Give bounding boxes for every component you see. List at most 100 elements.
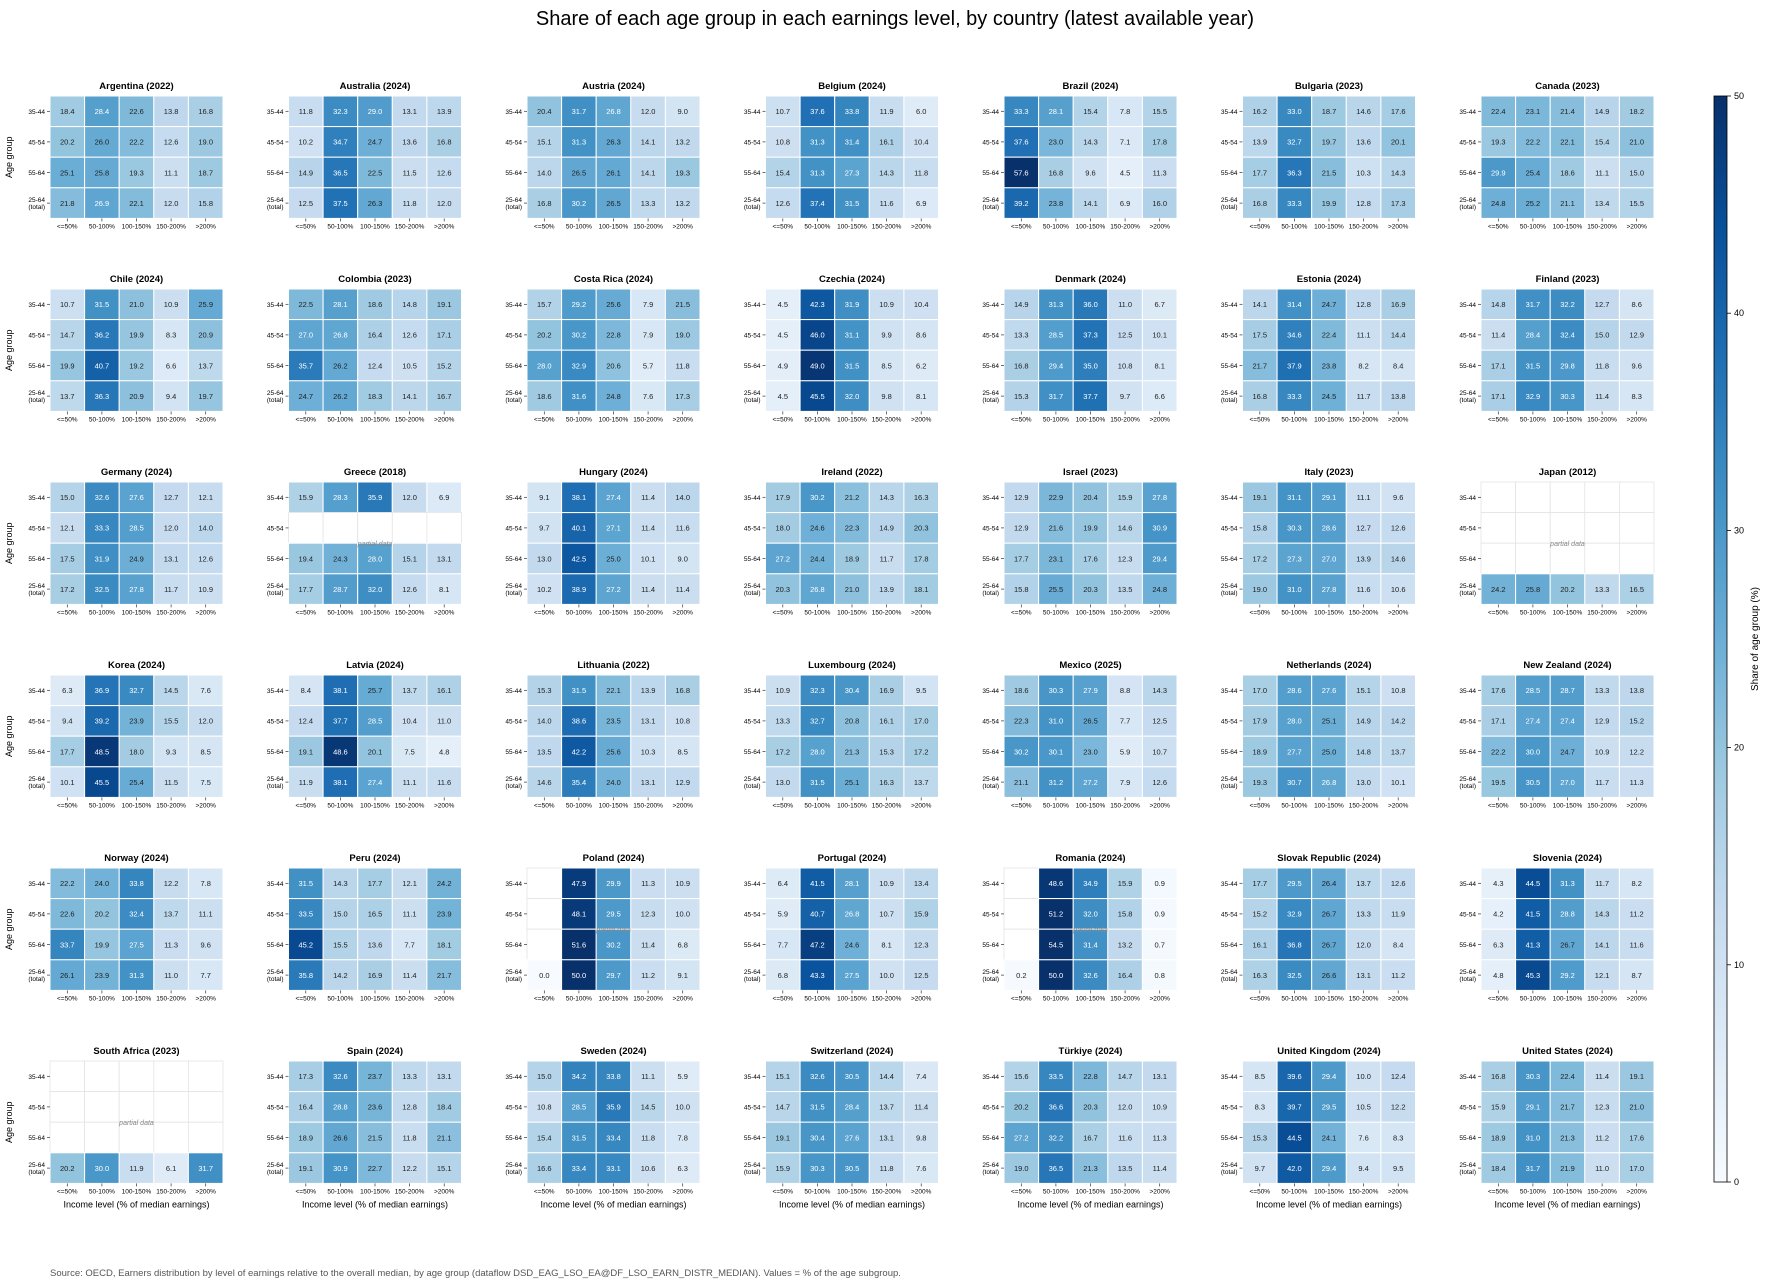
x-tick-label: 150-200% [156, 416, 186, 423]
cell-value-label: 23.8 [1049, 199, 1064, 208]
cell-value-label: 10.9 [198, 585, 213, 594]
heatmap-cell [526, 1121, 563, 1154]
x-axis-label: Income level (% of median earnings) [1256, 1199, 1402, 1209]
y-tick-label: 35-44 [1459, 109, 1476, 116]
heatmap-cell [1618, 898, 1655, 930]
panel-title-spain: Spain (2024) [347, 1046, 403, 1057]
heatmap-cell [664, 1121, 701, 1154]
heatmap-cell [288, 349, 324, 382]
cell-value-label: 21.8 [60, 199, 75, 208]
heatmap-cell [1380, 1060, 1417, 1093]
heatmap-cell-empty [153, 1121, 189, 1154]
cell-value-label: 23.0 [1049, 138, 1064, 147]
y-tick-label: 25-64 [505, 197, 522, 204]
heatmap-cell [903, 95, 940, 128]
cell-value-label: 26.2 [333, 361, 348, 370]
cell-value-label: 36.2 [95, 331, 110, 340]
cell-value-label: 12.9 [1014, 524, 1029, 533]
cell-value-label: 24.5 [1322, 392, 1337, 401]
x-axis-label: Income level (% of median earnings) [1494, 1199, 1640, 1209]
heatmap-cell-empty [526, 898, 562, 930]
heatmap-cell [868, 1060, 905, 1093]
cell-value-label: 13.9 [437, 107, 452, 116]
heatmap-cell [1618, 959, 1655, 991]
cell-value-label: 7.6 [1358, 1133, 1368, 1142]
x-tick-label: 150-200% [1587, 995, 1617, 1002]
cell-value-label: 22.4 [1322, 331, 1337, 340]
cell-value-label: 15.9 [1118, 879, 1133, 888]
y-tick-label: 35-44 [267, 109, 284, 116]
cell-value-label: 16.8 [198, 107, 213, 116]
cell-value-label: 11.1 [1595, 168, 1609, 177]
heatmap-cell [1141, 288, 1178, 321]
cell-value-label: 27.3 [1287, 554, 1302, 563]
partial-data-note: partial data [595, 927, 631, 934]
cell-value-label: 22.6 [60, 910, 75, 919]
cell-value-label: 34.2 [572, 1072, 587, 1081]
heatmap-cell [1618, 1121, 1655, 1154]
cell-value-label: 15.7 [537, 300, 552, 309]
heatmap-cell [1141, 1091, 1178, 1123]
x-tick-label: 150-200% [633, 416, 663, 423]
cell-value-label: 30.3 [1526, 1072, 1541, 1081]
heatmap-cell [1311, 349, 1347, 382]
cell-value-label: 16.9 [879, 686, 894, 695]
cell-value-label: 14.2 [1391, 717, 1406, 726]
panel-title-romania: Romania (2024) [1055, 853, 1125, 864]
heatmap-cell [1072, 126, 1109, 158]
y-tick-label: 45-54 [1221, 525, 1238, 532]
y-tick-label: 25-64 [28, 969, 45, 976]
heatmap-cell-empty [153, 1060, 189, 1093]
y-tick-label: 35-44 [505, 881, 522, 888]
cell-value-label: 12.3 [1595, 1103, 1610, 1112]
heatmap-cell [561, 959, 597, 991]
cell-value-label: 37.5 [333, 199, 348, 208]
cell-value-label: 15.3 [1252, 1133, 1267, 1142]
panel-title-czechia: Czechia (2024) [819, 274, 885, 285]
cell-value-label: 22.2 [60, 879, 75, 888]
cell-value-label: 22.2 [1491, 747, 1506, 756]
cell-value-label: 16.2 [1252, 107, 1267, 116]
x-tick-label: >200% [434, 802, 455, 809]
heatmap-cell [153, 288, 189, 321]
y-tick-label: 35-44 [28, 881, 45, 888]
x-tick-label: 100-150% [599, 802, 629, 809]
y-tick-label-sub: (total) [744, 976, 761, 983]
cell-value-label: 12.7 [164, 493, 179, 502]
x-tick-label: 50-100% [1520, 416, 1546, 423]
y-tick-label: 45-54 [28, 1104, 45, 1111]
cell-value-label: 28.1 [1049, 107, 1064, 116]
x-tick-label: 50-100% [1520, 1188, 1546, 1195]
cell-value-label: 11.7 [164, 585, 178, 594]
cell-value-label: 14.3 [879, 168, 894, 177]
x-axis-label: Income level (% of median earnings) [540, 1199, 686, 1209]
heatmap-cell [1003, 705, 1040, 737]
heatmap-cell [561, 288, 597, 321]
cell-value-label: 26.5 [606, 199, 621, 208]
x-tick-label: >200% [672, 995, 693, 1002]
cell-value-label: 11.6 [676, 524, 690, 533]
cell-value-label: 28.1 [333, 300, 348, 309]
cell-value-label: 16.8 [1491, 1072, 1506, 1081]
y-tick-label: 25-64 [267, 197, 284, 204]
y-tick-label: 55-64 [505, 749, 522, 756]
cell-value-label: 5.9 [1120, 747, 1130, 756]
heatmap-cell [1345, 898, 1382, 930]
cell-value-label: 6.4 [778, 879, 788, 888]
cell-value-label: 36.3 [1287, 168, 1302, 177]
x-tick-label: >200% [1149, 223, 1170, 230]
cell-value-label: 11.4 [641, 524, 655, 533]
cell-value-label: 28.1 [845, 879, 860, 888]
heatmap-cell [322, 288, 359, 321]
heatmap-cell-empty [288, 512, 324, 544]
cell-value-label: 26.8 [333, 331, 348, 340]
y-tick-label: 45-54 [982, 139, 999, 146]
cell-value-label: 33.5 [298, 910, 313, 919]
cell-value-label: 13.0 [1356, 778, 1371, 787]
cell-value-label: 13.9 [1356, 554, 1371, 563]
page-title: Share of each age group in each earnings… [535, 8, 1255, 30]
x-tick-label: >200% [195, 223, 216, 230]
heatmap-cell [903, 1060, 940, 1093]
cell-value-label: 13.1 [1356, 971, 1371, 980]
colorbar-tick-label: 50 [1734, 91, 1744, 101]
